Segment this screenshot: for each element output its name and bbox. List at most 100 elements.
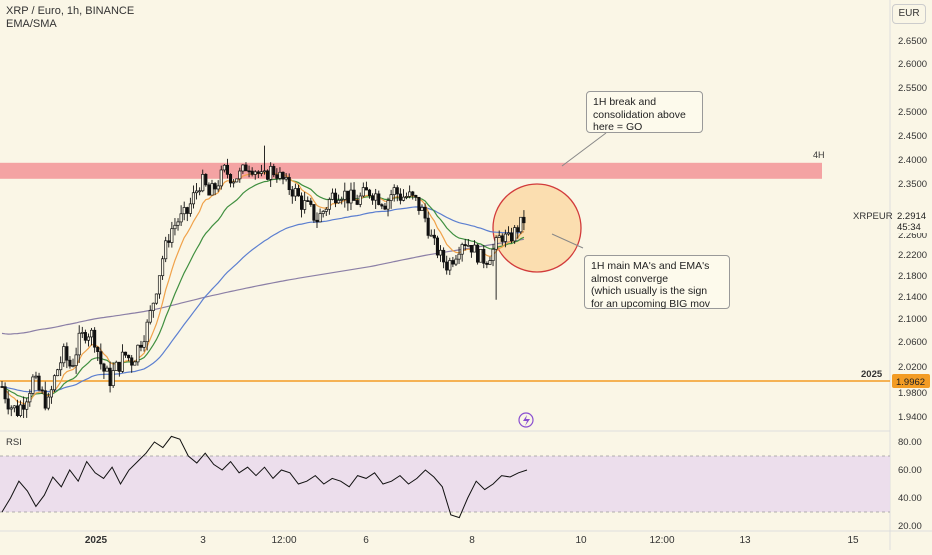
candle-body: [90, 329, 94, 338]
symbol-label: XRPEUR: [853, 211, 893, 222]
candle-body: [43, 390, 47, 409]
candle-body: [34, 375, 38, 378]
candle-body: [250, 170, 254, 175]
candle-body: [12, 405, 16, 409]
candle-body: [238, 170, 242, 180]
annotation-break-note[interactable]: 1H break and consolidation above here = …: [586, 91, 703, 133]
time-tick-label: 12:00: [271, 535, 296, 546]
candle-body: [182, 207, 186, 215]
candle-body: [506, 232, 511, 235]
candle-body: [83, 332, 87, 341]
candle-body: [300, 195, 304, 210]
price-tick-label: 2.0600: [898, 337, 927, 348]
candle-body: [247, 170, 251, 173]
candle-body: [99, 351, 103, 365]
candle-body: [333, 192, 338, 204]
callout-pointer-top: [561, 132, 607, 167]
candle-body: [28, 393, 32, 403]
candle-body: [253, 171, 257, 175]
candle-body: [519, 216, 523, 233]
candle-body: [476, 244, 480, 263]
candle-body: [426, 217, 430, 236]
candle-body: [448, 260, 452, 271]
candle-body: [191, 192, 196, 205]
candle-body: [22, 404, 26, 410]
callout-pointer-bottom: [551, 233, 584, 249]
candle-body: [232, 181, 236, 184]
candle-body: [377, 193, 381, 205]
candle-body: [337, 199, 341, 204]
indicator-label[interactable]: EMA/SMA: [6, 18, 57, 30]
candle-body: [389, 194, 393, 201]
candle-body: [281, 171, 285, 180]
candle-body: [179, 213, 183, 223]
annotation-converge-note[interactable]: 1H main MA's and EMA's almost converge (…: [584, 255, 730, 310]
price-tick-label: 2.4500: [898, 131, 927, 142]
price-tick-label: 2.2600: [898, 230, 927, 241]
candle-body: [244, 164, 248, 172]
candle-body: [80, 332, 84, 334]
candle-body: [145, 321, 149, 343]
candle-body: [93, 329, 97, 348]
candle-body: [349, 189, 353, 204]
candle-body: [204, 174, 208, 186]
price-tick-label: 2.6000: [898, 59, 927, 70]
candle-body: [114, 361, 118, 371]
candle-body: [306, 200, 310, 202]
candle-body: [278, 171, 282, 179]
time-tick-label: 3: [200, 535, 206, 546]
candle-body: [62, 346, 66, 364]
ema-green-line: [1, 177, 525, 399]
rsi-tick-label: 60.00: [898, 465, 922, 476]
candle-body: [324, 208, 328, 212]
candle-body: [228, 174, 233, 184]
candle-body: [198, 190, 202, 193]
candle-body: [266, 170, 270, 180]
candle-body: [225, 164, 229, 175]
candle-body: [340, 199, 344, 201]
candle-body: [96, 346, 100, 352]
time-tick-label: 12:00: [649, 535, 674, 546]
note-line: here = GO: [593, 121, 643, 133]
candle-body: [454, 258, 458, 265]
candle-body: [161, 258, 165, 277]
candle-body: [386, 200, 390, 210]
candle-body: [15, 405, 19, 416]
candle-body: [405, 196, 409, 198]
candle-body: [74, 354, 78, 366]
support-line-label: 2025: [861, 369, 883, 380]
candle-body: [296, 188, 301, 197]
candle-body: [46, 396, 50, 409]
candle-body: [210, 183, 214, 196]
candle-body: [6, 398, 10, 410]
price-tick-label: 2.1000: [898, 314, 927, 325]
bar-countdown: 45:34: [897, 222, 921, 233]
candle-body: [491, 248, 495, 261]
candle-body: [49, 389, 53, 398]
candle-body: [318, 213, 322, 223]
rsi-tick-label: 20.00: [898, 521, 922, 532]
time-tick-label: 15: [847, 535, 859, 546]
candle-body: [185, 207, 189, 214]
note-line: almost converge: [591, 272, 669, 285]
price-tick-label: 2.6500: [898, 36, 927, 47]
candle-body: [463, 244, 467, 247]
candle-body: [40, 389, 44, 392]
candle-body: [466, 244, 470, 247]
price-tick-label: 2.0200: [898, 362, 927, 373]
candle-body: [457, 253, 461, 260]
candle-body: [355, 200, 359, 205]
candle-body: [293, 188, 297, 197]
currency-button[interactable]: EUR: [892, 4, 926, 24]
candle-body: [367, 189, 372, 197]
candle-body: [380, 204, 384, 207]
candle-body: [241, 164, 245, 172]
candle-body: [25, 401, 29, 410]
sma-long-line: [1, 238, 524, 335]
price-tick-label: 1.9800: [898, 388, 927, 399]
support-price-text: 1.9962: [896, 377, 925, 388]
rsi-tick-label: 80.00: [898, 437, 922, 448]
note-line: consolidation above: [593, 108, 686, 121]
